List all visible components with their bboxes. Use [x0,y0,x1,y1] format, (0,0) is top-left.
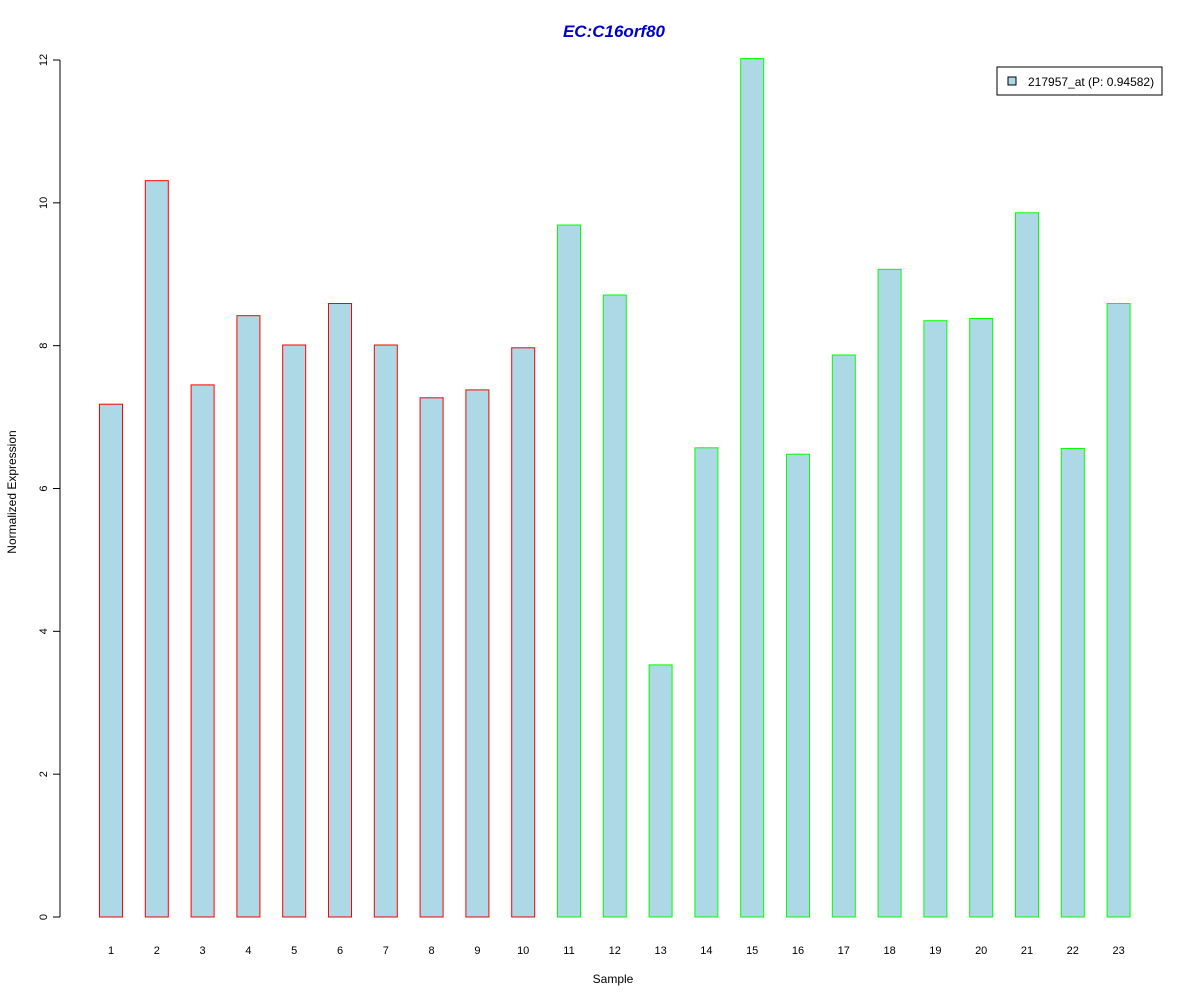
x-tick-label: 1 [108,945,114,957]
x-tick-label: 11 [563,945,574,957]
x-tick-labels: 1 2 3 4 5 6 7 8 9 10 11 12 13 14 15 16 17 18 19 20 21 22 23 [108,945,1125,957]
bar-sample-5 [282,344,307,918]
bar-sample-1 [99,403,123,918]
bar-sample-3 [190,384,215,918]
x-tick-label: 19 [929,945,941,957]
bar-sample-21 [1015,212,1039,918]
x-tick-label: 3 [200,945,206,957]
bar-sample-11 [557,224,581,918]
x-tick-label: 13 [654,945,666,957]
bar-sample-9 [465,389,490,918]
bar-sample-14 [694,447,719,918]
bar-sample-8 [419,397,444,918]
x-tick-label: 5 [291,945,297,957]
bar-sample-4 [236,315,261,918]
y-axis-label: Normalized Expression [5,430,19,553]
x-tick-label: 17 [838,945,850,957]
bar-sample-16 [786,453,810,918]
bar-sample-20 [969,318,994,918]
bar-sample-23 [1106,303,1131,918]
bar-sample-19 [923,320,948,918]
x-tick-label: 16 [792,945,804,957]
x-tick-label: 20 [975,945,987,957]
legend-box [996,66,1163,96]
bar-sample-22 [1060,448,1085,918]
y-tick-label: 4 [38,628,50,634]
bar-sample-13 [648,664,673,918]
bar-sample-18 [877,268,902,918]
y-tick-label: 8 [38,343,50,349]
legend-label: 217957_at (P: 0.94582) [1028,75,1154,89]
y-tick-label: 12 [38,54,50,66]
x-tick-label: 10 [517,945,529,957]
x-tick-label: 22 [1067,945,1079,957]
bar-sample-10 [511,347,536,918]
x-tick-label: 23 [1112,945,1124,957]
bar-sample-15 [740,58,765,918]
x-tick-label: 15 [746,945,758,957]
x-tick-label: 14 [700,945,712,957]
x-tick-label: 9 [474,945,480,957]
y-ticks: 0 2 4 6 8 10 12 [38,54,60,920]
bars [99,58,1131,918]
legend: 217957_at (P: 0.94582) [996,66,1163,96]
bar-sample-2 [144,180,169,918]
x-tick-label: 4 [245,945,251,957]
x-tick-label: 6 [337,945,343,957]
y-tick-label: 6 [38,485,50,491]
x-tick-label: 2 [154,945,160,957]
x-tick-label: 21 [1021,945,1033,957]
y-tick-label: 0 [38,914,50,920]
x-axis-label: Sample [593,972,634,986]
chart-title: EC:C16orf80 [563,22,666,41]
y-tick-label: 10 [38,197,50,209]
x-tick-label: 8 [429,945,435,957]
bar-sample-7 [373,344,398,918]
bar-sample-6 [328,303,352,918]
y-tick-label: 2 [38,771,50,777]
x-tick-label: 18 [883,945,895,957]
x-tick-label: 12 [609,945,621,957]
legend-swatch [1007,76,1017,86]
bar-sample-12 [602,294,627,918]
x-tick-label: 7 [383,945,389,957]
bar-sample-17 [831,354,856,918]
